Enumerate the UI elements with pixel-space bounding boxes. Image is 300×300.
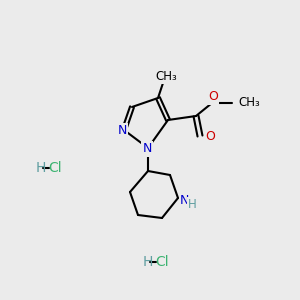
Text: H: H [36,161,46,175]
Text: H: H [143,255,153,269]
Text: O: O [208,91,218,103]
Text: Cl: Cl [155,255,169,269]
Text: N: N [180,194,189,206]
Text: N: N [142,142,152,155]
Text: N: N [117,124,127,137]
Text: H: H [188,199,197,212]
Text: O: O [205,130,215,143]
Text: Cl: Cl [48,161,61,175]
Text: CH₃: CH₃ [238,97,260,110]
Text: CH₃: CH₃ [155,70,177,83]
